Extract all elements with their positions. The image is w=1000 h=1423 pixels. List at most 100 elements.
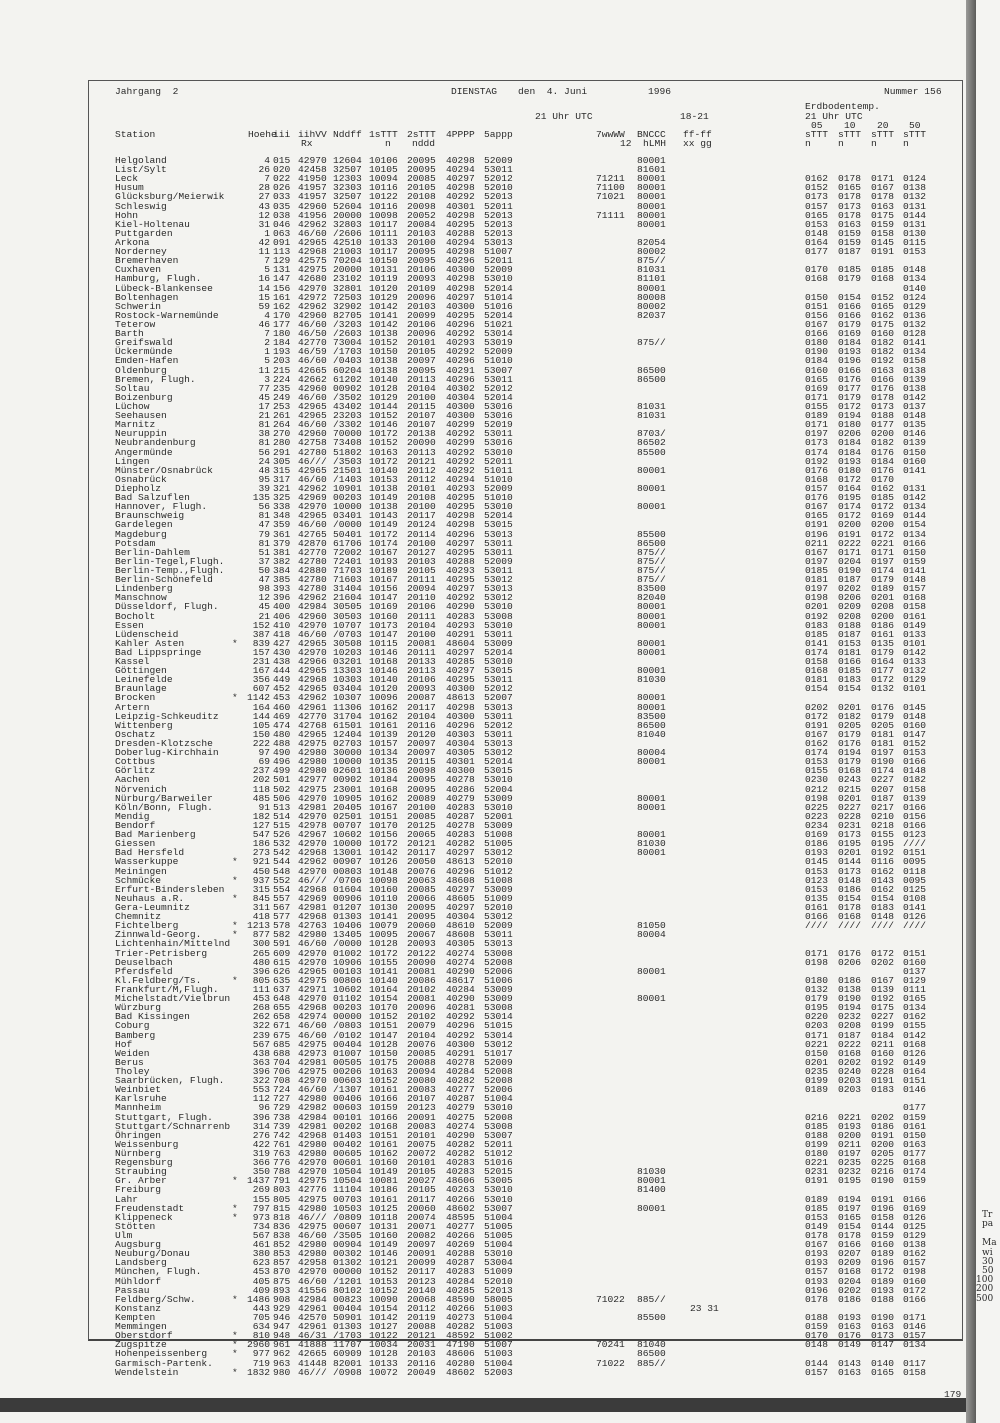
iii: 515 bbox=[273, 820, 291, 831]
p4ppp: 48608 bbox=[446, 875, 475, 886]
station-name: Konstanz bbox=[115, 1303, 162, 1314]
s1ttt: 10151 bbox=[369, 1130, 398, 1141]
soil-20: 0160 bbox=[871, 1239, 895, 1250]
p4ppp: 40297 bbox=[446, 884, 475, 895]
s1ttt: 10118 bbox=[369, 1212, 398, 1223]
soil-20: 0175 bbox=[871, 319, 895, 330]
nddff: /0803 bbox=[333, 1020, 362, 1031]
iihvv: 46/// bbox=[298, 1212, 327, 1223]
iihvv: 42968 bbox=[298, 674, 327, 685]
a5ppp: 52010 bbox=[484, 902, 513, 913]
p4ppp: 40298 bbox=[446, 510, 475, 521]
p4ppp: 40283 bbox=[446, 1166, 475, 1177]
s1ttt: 10162 bbox=[369, 711, 398, 722]
hoehe: 937 bbox=[252, 875, 270, 886]
station-name: Mendig bbox=[115, 811, 150, 822]
p4ppp: 40292 bbox=[446, 328, 475, 339]
soil-10: 0165 bbox=[838, 182, 862, 193]
s2ttt: 20117 bbox=[407, 510, 436, 521]
s1ttt: 10147 bbox=[369, 629, 398, 640]
iii: 091 bbox=[273, 237, 291, 248]
p4ppp: 40292 bbox=[446, 1011, 475, 1022]
nddff: 82705 bbox=[333, 310, 362, 321]
nddff: /1403 bbox=[333, 474, 362, 485]
s2ttt: 20097 bbox=[407, 738, 436, 749]
nddff: 10901 bbox=[333, 483, 362, 494]
hoehe: 268 bbox=[252, 1002, 270, 1013]
a5ppp: 53011 bbox=[484, 711, 513, 722]
iihvv: 42971 bbox=[298, 984, 327, 995]
soil-20: 0175 bbox=[871, 1002, 895, 1013]
s1ttt: 10172 bbox=[369, 838, 398, 849]
a5ppp: 51008 bbox=[484, 829, 513, 840]
s2ttt: 20123 bbox=[407, 1102, 436, 1113]
a5ppp: 53012 bbox=[484, 911, 513, 922]
soil-sttt-header: sTTT bbox=[838, 129, 862, 140]
s1ttt: 10160 bbox=[369, 611, 398, 622]
soil-10: 0174 bbox=[838, 501, 862, 512]
soil-10: 0179 bbox=[838, 729, 862, 740]
s2ttt: 20081 bbox=[407, 966, 436, 977]
iihvv: 46/60 bbox=[298, 629, 327, 640]
s2ttt: 20095 bbox=[407, 255, 436, 266]
soil-20: 0172 bbox=[871, 948, 895, 959]
soil-05: 0173 bbox=[805, 437, 829, 448]
s2ttt: 20087 bbox=[407, 692, 436, 703]
soil-05: 0185 bbox=[805, 629, 829, 640]
soil-50: 0150 bbox=[903, 447, 927, 458]
soil-05: 0178 bbox=[805, 1230, 829, 1241]
a5ppp: 52009 bbox=[484, 1057, 513, 1068]
s2ttt: 20101 bbox=[407, 483, 436, 494]
s1ttt: 10173 bbox=[369, 620, 398, 631]
a5ppp: 53005 bbox=[484, 1175, 513, 1186]
soil-10: 0177 bbox=[838, 383, 862, 394]
s1ttt: 10142 bbox=[369, 1312, 398, 1323]
group-time-label: 21 Uhr UTC bbox=[535, 111, 593, 122]
nddff: 10906 bbox=[333, 957, 362, 968]
hoehe: 96 bbox=[258, 1102, 270, 1113]
soil-10: 0194 bbox=[838, 1194, 862, 1205]
soil-20: 0139 bbox=[871, 984, 895, 995]
iii: 962 bbox=[273, 1348, 291, 1359]
soil-05: 0195 bbox=[805, 1002, 829, 1013]
station-name: Potsdam bbox=[115, 538, 156, 549]
iihvv: 42960 bbox=[298, 310, 327, 321]
iii: 046 bbox=[273, 219, 291, 230]
p4ppp: 40273 bbox=[446, 1312, 475, 1323]
soil-10: 0153 bbox=[838, 638, 862, 649]
soil-05: 0176 bbox=[805, 465, 829, 476]
p4ppp: 48604 bbox=[446, 638, 475, 649]
s2ttt: 20096 bbox=[407, 1002, 436, 1013]
iihvv: 42570 bbox=[298, 1312, 327, 1323]
iihvv: 42970 bbox=[298, 1166, 327, 1177]
soil-10: 0205 bbox=[838, 720, 862, 731]
s1ttt: 10138 bbox=[369, 365, 398, 376]
iihvv: 42968 bbox=[298, 884, 327, 895]
soil-50: 0169 bbox=[903, 1203, 927, 1214]
soil-50: 0164 bbox=[903, 1066, 927, 1077]
s2ttt: 20113 bbox=[407, 665, 436, 676]
s1ttt: 10175 bbox=[369, 1057, 398, 1068]
soil-20: 0175 bbox=[871, 210, 895, 221]
station-name: Memmingen bbox=[115, 1321, 167, 1332]
station-name: Hohenpeissenberg bbox=[115, 1348, 208, 1359]
a5ppp: 53016 bbox=[484, 410, 513, 421]
nddff: 00823 bbox=[333, 1294, 362, 1305]
s2ttt: 20091 bbox=[407, 1112, 436, 1123]
station-name: Karlsruhe bbox=[115, 1093, 167, 1104]
bnccc: 80001 bbox=[637, 483, 666, 494]
station-name: Puttgarden bbox=[115, 228, 173, 239]
soil-sttt-header: sTTT bbox=[805, 129, 829, 140]
nddff: /0000 bbox=[333, 938, 362, 949]
a5ppp: 53010 bbox=[484, 1102, 513, 1113]
iii: 857 bbox=[273, 1257, 291, 1268]
p4ppp: 40298 bbox=[446, 273, 475, 284]
nddff: 00206 bbox=[333, 1066, 362, 1077]
soil-temp-title: Erdbodentemp. bbox=[805, 101, 880, 112]
soil-20: 0171 bbox=[871, 173, 895, 184]
soil-50: 0146 bbox=[903, 1084, 927, 1095]
bnccc: 80001 bbox=[637, 966, 666, 977]
a5ppp: 52014 bbox=[484, 283, 513, 294]
hoehe: 2 bbox=[264, 337, 270, 348]
iii: 317 bbox=[273, 474, 291, 485]
